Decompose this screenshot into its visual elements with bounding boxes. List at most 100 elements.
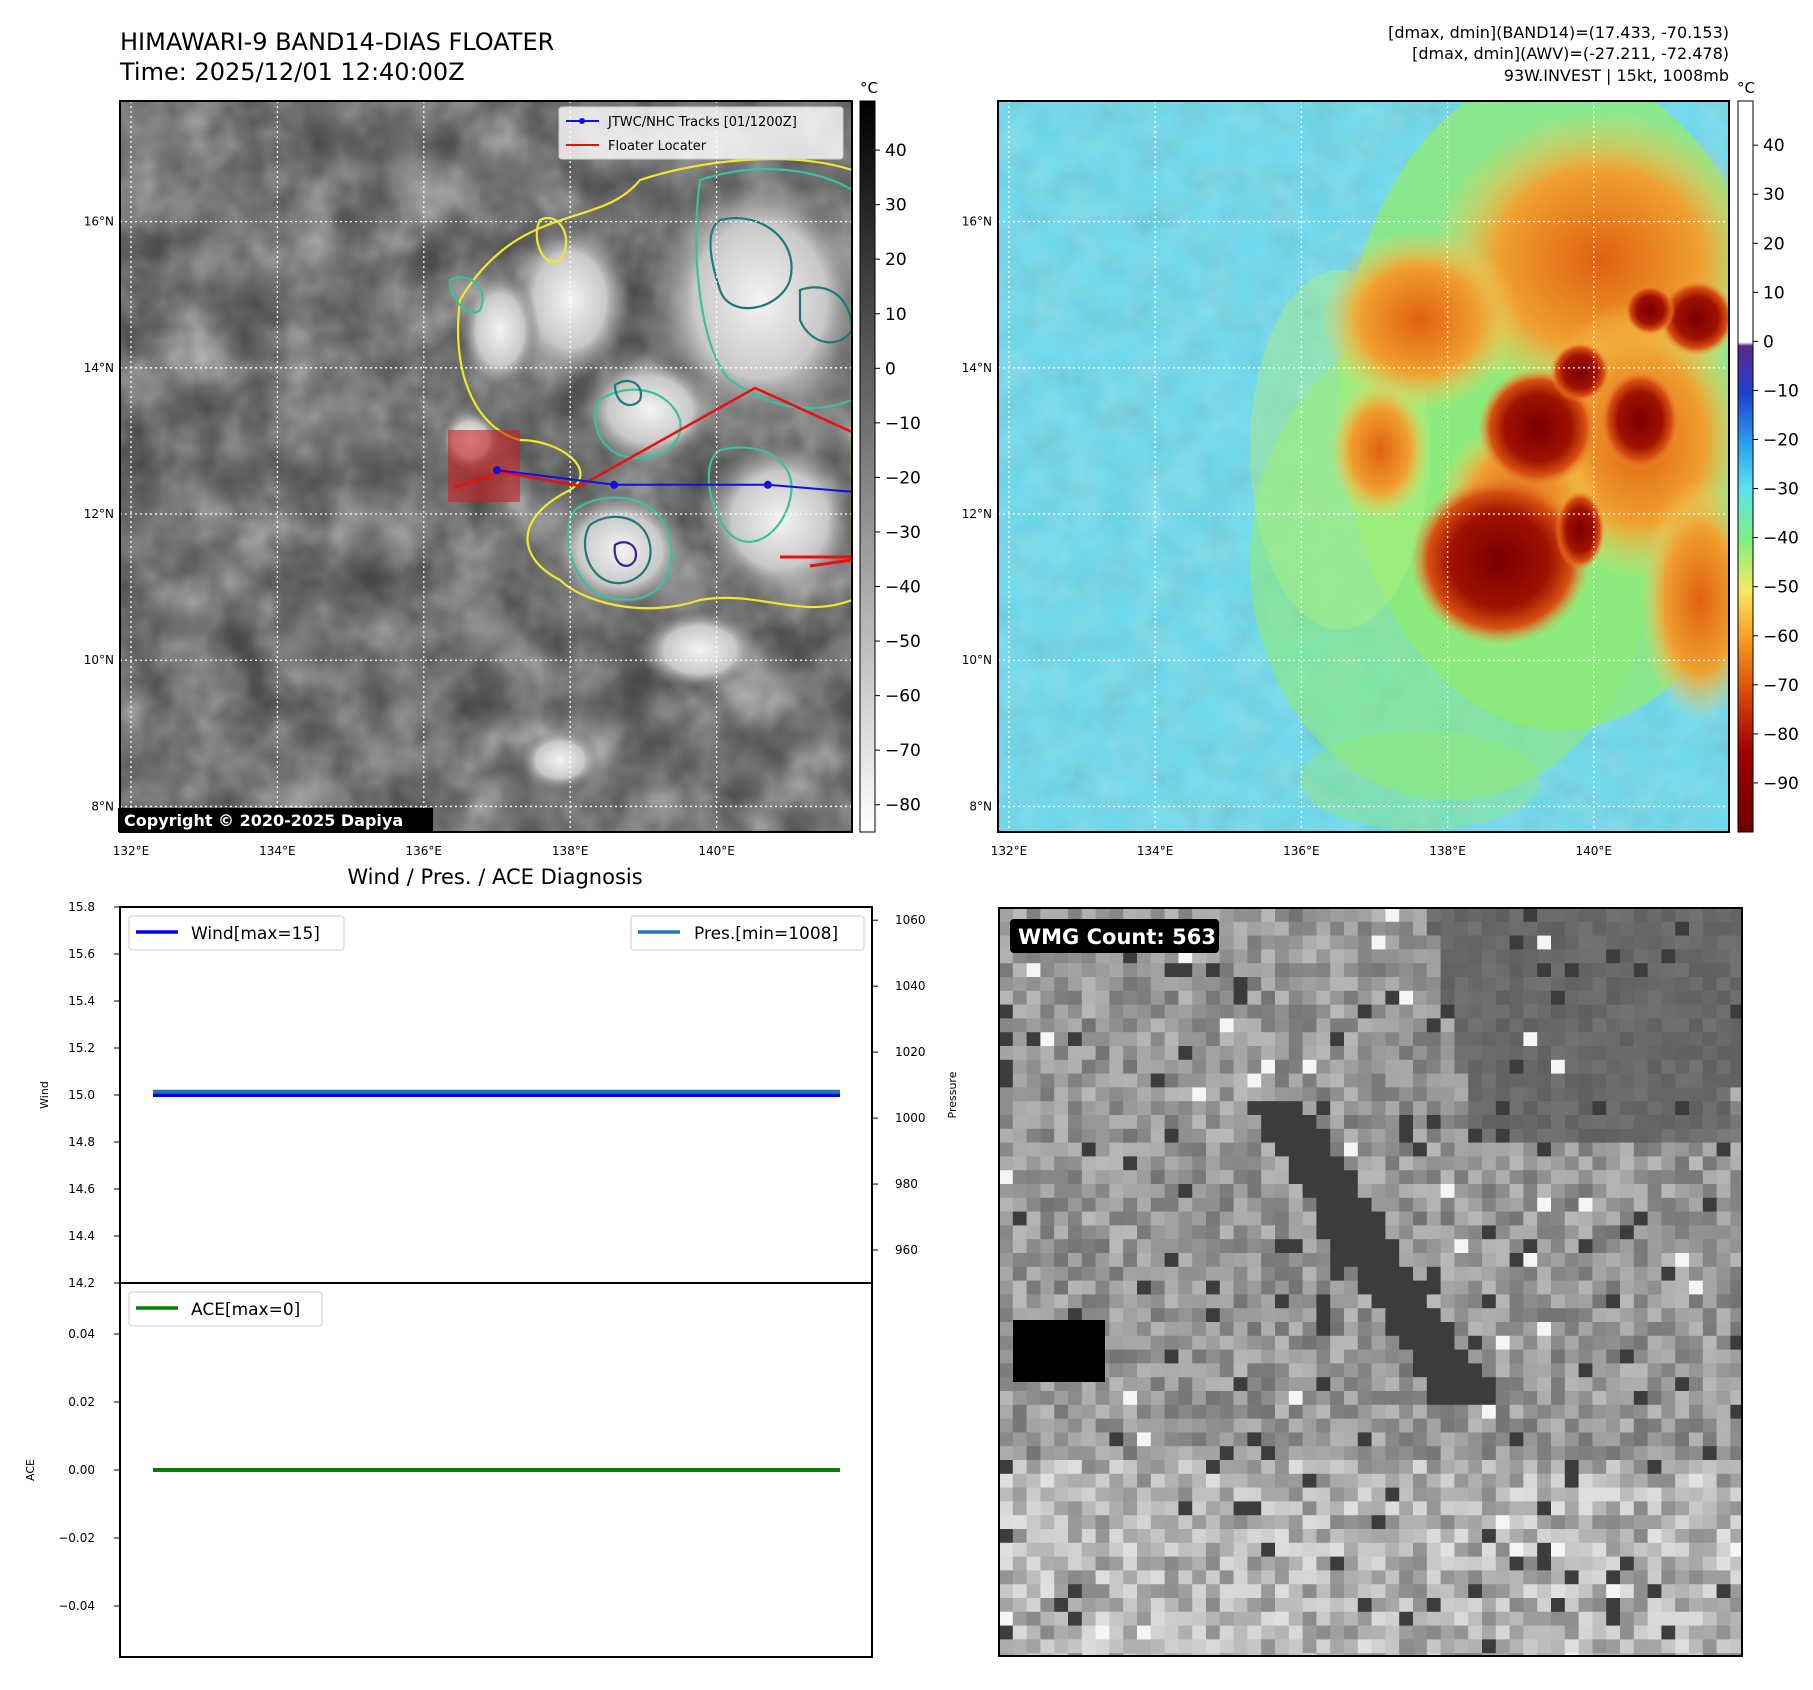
wmg-pixel — [1606, 1266, 1621, 1282]
wmg-pixel — [1081, 1225, 1097, 1240]
wmg-pixel — [1012, 1253, 1028, 1268]
wmg-pixel — [1150, 1542, 1166, 1558]
wmg-pixel — [1344, 1170, 1359, 1185]
wmg-pixel — [1302, 1197, 1317, 1213]
wmg-pixel — [1578, 908, 1593, 923]
wmg-pixel — [1537, 1018, 1552, 1033]
wmg-pixel — [1647, 1128, 1662, 1144]
wmg-pixel — [1206, 1225, 1221, 1240]
wmg-pixel — [1344, 1032, 1359, 1047]
wmg-pixel — [1219, 1598, 1235, 1613]
lat-tick-label: 12°N — [84, 507, 114, 521]
wmg-pixel — [1675, 1598, 1690, 1613]
wmg-pixel — [1399, 1363, 1414, 1378]
wmg-pixel — [1012, 1018, 1028, 1033]
wmg-pixel — [1702, 1211, 1718, 1226]
wmg-pixel — [1385, 1625, 1400, 1640]
wmg-pixel — [1689, 1115, 1704, 1130]
wmg-pixel — [1578, 1625, 1593, 1640]
wmg-pixel — [1592, 1294, 1607, 1309]
wmg-pixel — [999, 1625, 1014, 1640]
wmg-pixel — [1164, 1197, 1179, 1213]
wmg-pixel — [1523, 1239, 1538, 1254]
wmg-pixel — [1344, 1404, 1359, 1420]
wmg-pixel — [1675, 1391, 1690, 1406]
wmg-pixel — [1371, 1432, 1386, 1447]
wmg-pixel — [1192, 1046, 1207, 1061]
wmg-pixel — [1454, 963, 1469, 978]
wmg-pixel — [1330, 1308, 1345, 1323]
wmg-pixel — [1123, 1266, 1138, 1282]
wmg-pixel — [1606, 1598, 1621, 1613]
wmg-pixel — [1164, 1515, 1179, 1530]
wmg-pixel — [1675, 908, 1690, 923]
wmg-pixel — [1523, 1418, 1538, 1433]
wmg-pixel — [1068, 1197, 1083, 1213]
wmg-pixel — [1426, 1473, 1442, 1489]
wmg-pixel — [1344, 1018, 1359, 1033]
wmg-pixel — [1233, 1280, 1248, 1295]
wmg-pixel — [1012, 1570, 1028, 1585]
wmg-pixel — [1206, 1363, 1221, 1378]
wmg-pixel — [1399, 990, 1414, 1006]
wmg-pixel — [1730, 1253, 1742, 1268]
wmg-pixel — [1137, 1391, 1152, 1406]
wmg-pixel — [1689, 1101, 1704, 1116]
wmg-pixel — [1509, 1653, 1524, 1656]
wmg-pixel — [1399, 1046, 1414, 1061]
wmg-pixel — [1095, 1101, 1110, 1116]
wmg-pixel — [1426, 1032, 1442, 1047]
wmg-pixel — [1440, 1446, 1455, 1461]
wmg-pixel — [1178, 1570, 1193, 1585]
wmg-pixel — [1620, 935, 1635, 950]
wmg-pixel — [1730, 1446, 1742, 1461]
wmg-pixel — [1564, 1239, 1580, 1254]
wmg-pixel — [1689, 1142, 1704, 1157]
wmg-pixel — [1551, 1253, 1566, 1268]
wmg-pixel — [1137, 1004, 1152, 1019]
wmg-pixel — [1523, 1432, 1538, 1447]
wmg-pixel — [1523, 1501, 1538, 1516]
wmg-pixel — [1095, 1156, 1110, 1171]
wmg-pixel — [1219, 1308, 1235, 1323]
wmg-pixel — [1716, 1018, 1731, 1033]
wmg-pixel — [1647, 1004, 1662, 1019]
wmg-pixel — [1247, 1570, 1262, 1585]
wmg-pixel — [1413, 1197, 1428, 1213]
wmg-pixel — [1164, 1128, 1179, 1144]
wmg-pixel — [1661, 1418, 1676, 1433]
wmg-pixel — [1426, 1404, 1442, 1420]
wmg-pixel — [1578, 1460, 1593, 1475]
wmg-pixel — [1344, 1156, 1359, 1171]
wmg-pixel — [1454, 1073, 1469, 1088]
wmg-pixel — [1109, 1625, 1124, 1640]
wmg-pixel — [1233, 1611, 1248, 1627]
wmg-pixel — [1509, 908, 1524, 923]
diag-title: Wind / Pres. / ACE Diagnosis — [347, 865, 642, 889]
wmg-pixel — [1675, 1653, 1690, 1656]
wmg-pixel — [1344, 1611, 1359, 1627]
wmg-pixel — [1551, 1391, 1566, 1406]
wmg-pixel — [1344, 1542, 1359, 1558]
wmg-pixel — [1454, 1363, 1469, 1378]
wmg-pixel — [1537, 1598, 1552, 1613]
wmg-pixel — [1109, 1308, 1124, 1323]
wmg-pixel — [1164, 1156, 1179, 1171]
wmg-pixel — [1012, 1115, 1028, 1130]
wmg-pixel — [1178, 1556, 1193, 1571]
wmg-pixel — [1385, 1515, 1400, 1530]
wmg-pixel — [1330, 1266, 1345, 1282]
lat-tick-label: 8°N — [91, 799, 114, 813]
wmg-pixel — [1495, 1266, 1511, 1282]
wmg-pixel — [1385, 963, 1400, 978]
wmg-pixel — [1620, 1363, 1635, 1378]
wmg-pixel — [1288, 1322, 1304, 1337]
wmg-pixel — [1606, 1184, 1621, 1199]
wmg-pixel — [1468, 1266, 1483, 1282]
wmg-pixel — [1647, 1101, 1662, 1116]
wmg-pixel — [1219, 1032, 1235, 1047]
wmg-pixel — [1702, 1128, 1718, 1144]
wmg-pixel — [1716, 1087, 1731, 1102]
wmg-pixel — [1275, 1197, 1290, 1213]
wmg-pixel — [1150, 1363, 1166, 1378]
